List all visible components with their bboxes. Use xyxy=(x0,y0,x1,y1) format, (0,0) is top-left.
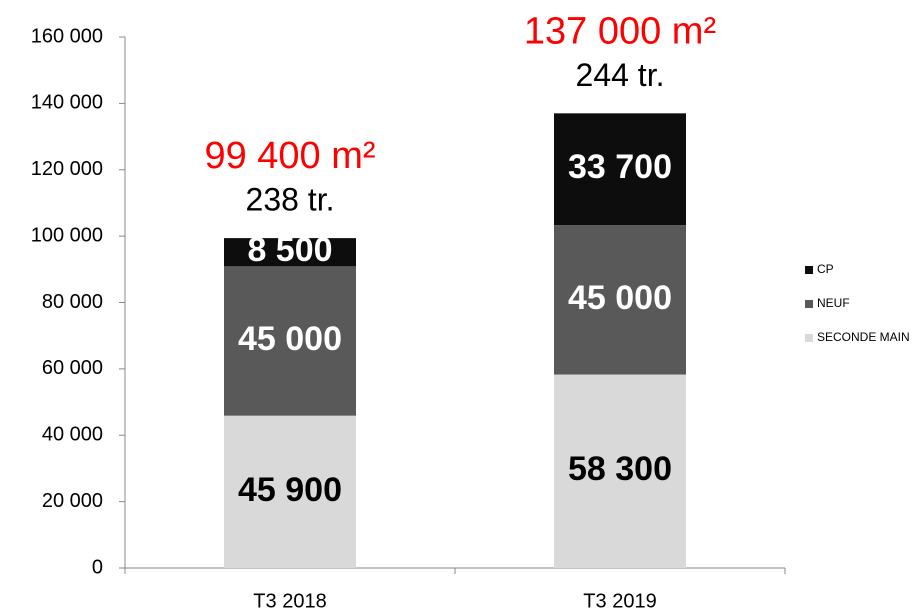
y-tick-label: 80 000 xyxy=(42,291,103,313)
bar-segment xyxy=(554,225,686,375)
total-label: 99 400 m² xyxy=(204,135,375,177)
bar-segment xyxy=(554,374,686,568)
value-label: 58 300 xyxy=(568,450,672,488)
x-tick-label: T3 2018 xyxy=(253,590,326,612)
legend-label: NEUF xyxy=(817,296,850,310)
y-tick-label: 60 000 xyxy=(42,357,103,379)
value-label: 45 000 xyxy=(568,279,672,317)
legend-label: CP xyxy=(817,262,834,276)
legend-swatch xyxy=(805,334,813,342)
y-tick-label: 20 000 xyxy=(42,490,103,512)
bar-segment xyxy=(224,238,356,267)
legend-label: SECONDE MAIN xyxy=(817,330,910,344)
value-label: 33 700 xyxy=(568,148,672,186)
y-tick-label: 100 000 xyxy=(31,224,103,246)
y-tick-label: 0 xyxy=(92,556,103,578)
count-label: 238 tr. xyxy=(246,182,335,218)
bar-segment xyxy=(224,266,356,416)
y-tick-label: 160 000 xyxy=(31,25,103,47)
bar-segment xyxy=(224,415,356,568)
legend-swatch xyxy=(805,300,813,308)
y-tick-label: 140 000 xyxy=(31,92,103,114)
y-tick-label: 120 000 xyxy=(31,158,103,180)
total-label: 137 000 m² xyxy=(524,10,716,52)
x-tick-label: T3 2019 xyxy=(583,590,656,612)
value-label: 8 500 xyxy=(247,231,332,269)
count-label: 244 tr. xyxy=(576,57,665,93)
value-label: 45 900 xyxy=(238,471,342,509)
y-tick-label: 40 000 xyxy=(42,424,103,446)
bar-segment xyxy=(554,113,686,226)
value-label: 45 000 xyxy=(238,320,342,358)
legend-swatch xyxy=(805,266,813,274)
